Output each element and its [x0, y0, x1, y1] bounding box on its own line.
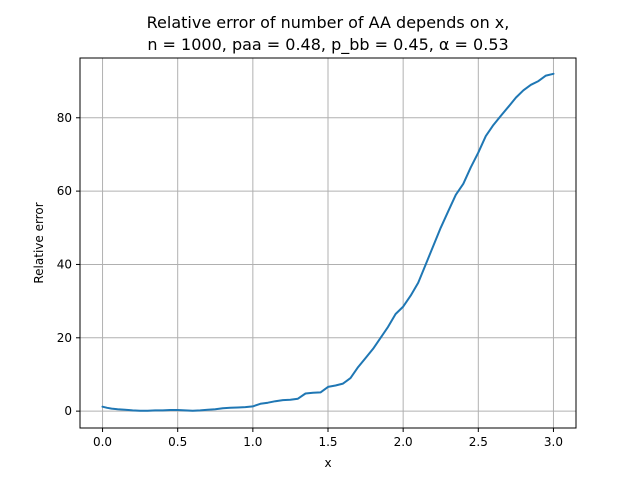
x-axis-ticks: 0.0 0.5 1.0 1.5 2.0 2.5 3.0	[93, 428, 563, 449]
x-tick-label: 2.0	[394, 435, 413, 449]
x-tick-label: 1.5	[318, 435, 337, 449]
title-line-2: n = 1000, paa = 0.48, p_bb = 0.45, α = 0…	[147, 35, 508, 55]
series-line	[101, 72, 555, 412]
x-tick-label: 1.0	[243, 435, 262, 449]
grid	[80, 58, 576, 428]
y-tick-label: 60	[57, 184, 72, 198]
x-tick-label: 0.5	[168, 435, 187, 449]
x-axis-label: x	[324, 456, 331, 470]
y-axis-label: Relative error	[32, 202, 46, 283]
y-tick-label: 0	[64, 404, 72, 418]
y-tick-label: 80	[57, 111, 72, 125]
y-axis-ticks: 0 20 40 60 80	[57, 111, 80, 418]
x-tick-label: 0.0	[93, 435, 112, 449]
x-tick-label: 3.0	[544, 435, 563, 449]
x-tick-label: 2.5	[469, 435, 488, 449]
y-tick-label: 40	[57, 257, 72, 271]
data-series	[101, 72, 555, 412]
title-line-1: Relative error of number of AA depends o…	[147, 13, 510, 32]
y-tick-label: 20	[57, 331, 72, 345]
chart-title: Relative error of number of AA depends o…	[147, 13, 510, 55]
